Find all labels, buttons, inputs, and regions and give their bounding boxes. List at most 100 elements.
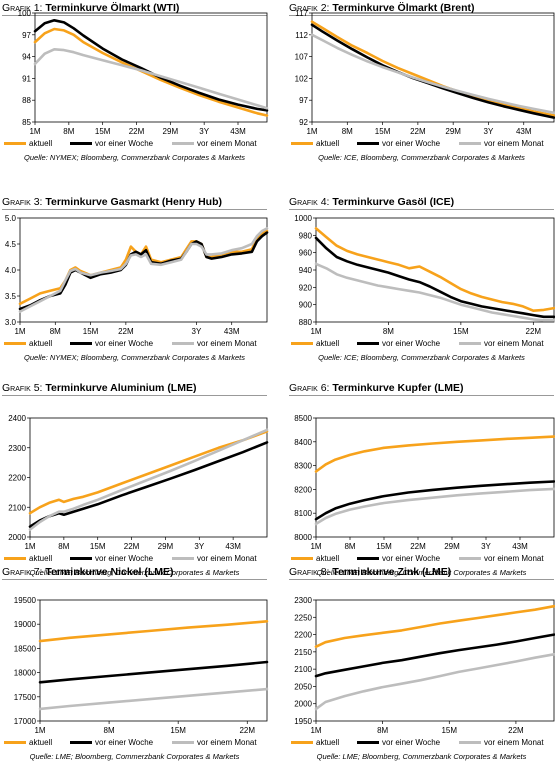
y-tick-label: 18000 — [14, 669, 37, 678]
y-tick-label: 920 — [299, 283, 313, 292]
legend-item-woche: vor einer Woche — [357, 554, 440, 563]
legend-swatch — [70, 342, 92, 346]
x-tick-label: 8M — [50, 327, 61, 336]
chart-title: Grafik 5: Terminkurve Aluminium (LME) — [2, 382, 267, 396]
legend-item-aktuell: aktuell — [291, 554, 339, 563]
y-tick-label: 94 — [22, 53, 31, 62]
y-tick-label: 85 — [22, 118, 31, 127]
series-line-woche — [314, 633, 555, 678]
y-tick-label: 2150 — [294, 648, 312, 657]
x-tick-label: 43M — [230, 127, 246, 136]
chart-title: Grafik 1: Terminkurve Ölmarkt (WTI) — [2, 2, 267, 16]
y-tick-label: 102 — [295, 74, 309, 83]
y-tick-label: 107 — [295, 53, 309, 62]
y-tick-label: 2300 — [8, 444, 26, 453]
y-tick-label: 880 — [299, 318, 313, 327]
y-tick-label: 4.0 — [5, 266, 17, 275]
legend-swatch — [70, 741, 92, 745]
legend-swatch — [291, 741, 313, 745]
series-line-monat — [310, 33, 555, 115]
x-tick-label: 15M — [453, 327, 469, 336]
x-tick-label: 8M — [344, 542, 355, 551]
chart-number: Grafik 7: — [2, 566, 46, 578]
series-line-aktuell — [314, 604, 555, 648]
legend-item-monat: vor einem Monat — [172, 738, 257, 747]
x-tick-label: 3Y — [481, 542, 491, 551]
legend-swatch — [4, 741, 26, 745]
chart-source: Quelle: NYMEX; Bloomberg, Commerzbank Co… — [24, 353, 245, 362]
chart-panel-3: Grafik 3: Terminkurve Gasmarkt (Henry Hu… — [2, 196, 269, 384]
y-tick-label: 8000 — [294, 533, 312, 542]
legend-swatch — [4, 142, 26, 146]
legend-swatch — [291, 557, 313, 561]
y-tick-label: 4.5 — [5, 240, 17, 249]
y-tick-label: 8300 — [294, 462, 312, 471]
x-tick-label: 1M — [310, 726, 321, 735]
y-tick-label: 3.0 — [5, 318, 17, 327]
series-line-monat — [33, 47, 269, 110]
y-tick-label: 8100 — [294, 509, 312, 518]
series-line-aktuell — [28, 430, 269, 515]
x-tick-label: 3Y — [194, 542, 204, 551]
chart-panel-7: Grafik 7: Terminkurve Nickel (LME) 19500 1… — [2, 566, 269, 761]
series-line-woche — [33, 18, 269, 112]
series-line-aktuell — [314, 435, 555, 473]
legend-swatch — [459, 342, 481, 346]
y-tick-label: 97 — [22, 31, 31, 40]
chart-title: Grafik 7: Terminkurve Nickel (LME) — [2, 566, 267, 580]
series-line-woche — [38, 660, 269, 684]
legend-label: vor einer Woche — [382, 738, 441, 747]
legend-swatch — [357, 142, 379, 146]
plot-frame — [29, 417, 268, 538]
legend-item-woche: vor einer Woche — [357, 139, 440, 148]
y-tick-label: 900 — [299, 301, 313, 310]
chart-source: Quelle: ICE; Bloomberg, Commerzbank Corp… — [318, 353, 525, 362]
series-line-aktuell — [38, 619, 269, 643]
y-tick-label: 112 — [295, 31, 308, 40]
chart-title-text: Terminkurve Kupfer (LME) — [332, 382, 464, 394]
plot-frame — [39, 599, 268, 722]
legend-item-monat: vor einem Monat — [172, 139, 257, 148]
x-tick-label: 22M — [508, 726, 524, 735]
legend-item-monat: vor einem Monat — [459, 339, 544, 348]
x-tick-label: 15M — [441, 726, 457, 735]
x-tick-label: 1M — [29, 127, 40, 136]
series-line-woche — [314, 480, 555, 521]
x-tick-label: 43M — [224, 327, 240, 336]
y-tick-label: 1950 — [294, 717, 312, 726]
legend-label: vor einem Monat — [197, 339, 257, 348]
x-tick-label: 22M — [410, 542, 426, 551]
legend-label: aktuell — [316, 738, 340, 747]
legend-swatch — [172, 557, 194, 561]
y-tick-label: 97 — [299, 96, 308, 105]
legend-item-woche: vor einer Woche — [357, 339, 440, 348]
legend-label: vor einem Monat — [197, 554, 257, 563]
chart-panel-6: Grafik 6: Terminkurve Kupfer (LME) 8500 84… — [289, 382, 555, 577]
chart-source: Quelle: LME; Bloomberg, Commerzbank Corp… — [316, 752, 527, 761]
legend-label: vor einer Woche — [382, 139, 441, 148]
plot-frame — [315, 417, 555, 538]
y-tick-label: 19000 — [14, 620, 37, 629]
x-tick-label: 1M — [34, 726, 45, 735]
x-tick-label: 8M — [383, 327, 394, 336]
y-tick-label: 2400 — [8, 414, 26, 423]
legend-label: aktuell — [29, 738, 53, 747]
chart-number: Grafik 2: — [289, 2, 333, 14]
chart-panel-4: Grafik 4: Terminkurve Gasöl (ICE) 1000 980… — [289, 196, 555, 384]
legend-swatch — [459, 142, 481, 146]
x-tick-label: 29M — [158, 542, 174, 551]
legend-label: vor einer Woche — [382, 339, 441, 348]
x-tick-label: 1M — [310, 542, 321, 551]
legend-item-woche: vor einer Woche — [357, 738, 440, 747]
x-tick-label: 15M — [170, 726, 186, 735]
legend-label: vor einer Woche — [95, 554, 154, 563]
chart-title-text: Terminkurve Aluminium (LME) — [45, 382, 197, 394]
legend-swatch — [70, 142, 92, 146]
x-tick-label: 22M — [526, 327, 542, 336]
x-tick-label: 3Y — [484, 127, 494, 136]
legend-item-aktuell: aktuell — [291, 738, 339, 747]
x-tick-label: 15M — [90, 542, 106, 551]
legend-item-aktuell: aktuell — [291, 339, 339, 348]
